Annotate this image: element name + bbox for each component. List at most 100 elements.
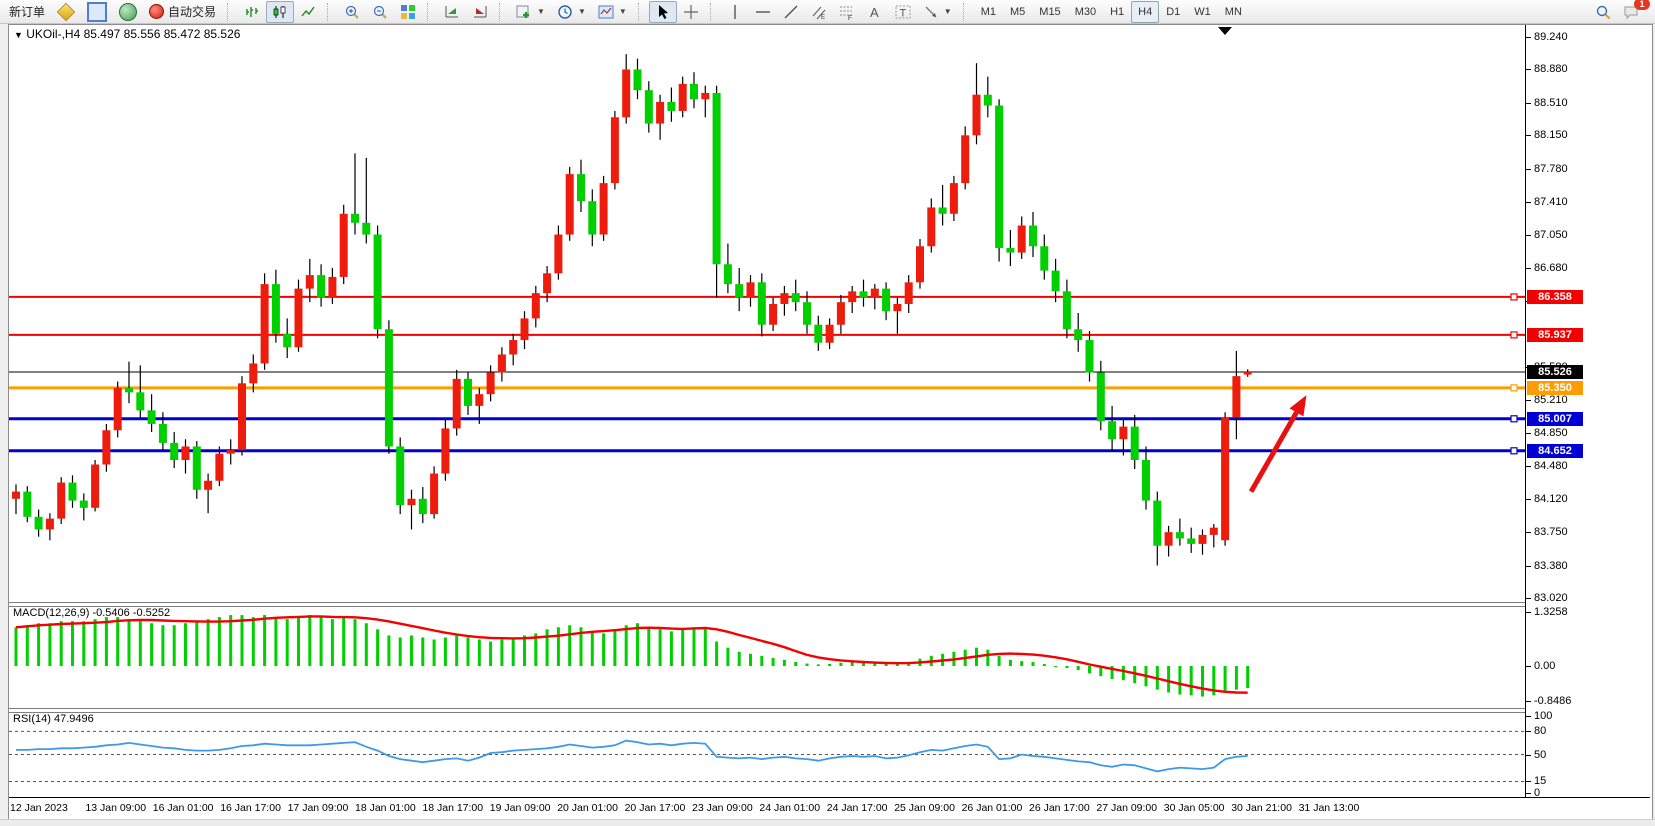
text-label-tool-button[interactable]: T <box>889 1 917 23</box>
data-window-button[interactable] <box>81 1 113 23</box>
macd-histogram-bar <box>184 623 187 666</box>
search-icon <box>1596 5 1611 19</box>
candle-body <box>136 392 145 411</box>
candle-body <box>464 378 472 406</box>
equidistant-channel-icon: E <box>812 6 826 20</box>
macd-histogram-bar <box>850 661 854 666</box>
macd-histogram-bar <box>782 659 786 666</box>
macd-histogram-bar <box>217 617 221 666</box>
macd-histogram-bar <box>895 663 899 666</box>
macd-histogram-bar <box>511 637 515 666</box>
tile-windows-icon <box>401 4 416 19</box>
timeframe-M1[interactable]: M1 <box>980 5 996 18</box>
candle-body <box>723 264 732 285</box>
macd-histogram-bar <box>1178 666 1182 695</box>
auto-scroll-button[interactable] <box>438 1 466 23</box>
time-label-19: 31 Jan 13:00 <box>1298 802 1360 814</box>
chart-shift-marker[interactable] <box>1218 27 1232 35</box>
candle-body <box>927 207 936 247</box>
fibonacci-tool-button[interactable]: F <box>833 1 861 23</box>
candlestick-mode-button[interactable] <box>266 0 295 23</box>
timeframe-H1[interactable]: H1 <box>1110 5 1125 18</box>
cursor-tool-button[interactable] <box>648 0 677 23</box>
candle-body <box>712 92 721 265</box>
crosshair-tool-button[interactable] <box>677 1 705 23</box>
panel-splitter[interactable] <box>9 708 1525 713</box>
search-button[interactable] <box>1589 1 1617 23</box>
timeframe-MN[interactable]: MN <box>1224 5 1242 18</box>
notifications-button[interactable]: 1 <box>1617 0 1650 23</box>
timeframe-H4[interactable]: H4 <box>1131 0 1160 23</box>
macd-histogram-bar <box>816 664 820 666</box>
time-label-14: 26 Jan 01:00 <box>961 802 1023 814</box>
auto-trading-button[interactable]: 自动交易 <box>143 1 222 23</box>
candle-body <box>452 378 461 429</box>
new-order-button[interactable]: 新订单 <box>3 1 51 23</box>
channel-tool-button[interactable]: E <box>805 1 833 23</box>
rsi-line <box>16 739 1248 773</box>
timeframe-M15[interactable]: M15 <box>1039 5 1061 18</box>
candle-body <box>102 430 111 465</box>
candle-body <box>238 383 246 451</box>
text-tool-button[interactable]: A <box>861 1 889 23</box>
candle-body <box>938 207 947 214</box>
timeframe-M5[interactable]: M5 <box>1010 5 1026 18</box>
candle-body <box>848 291 857 303</box>
main-price-chart[interactable] <box>9 25 1525 602</box>
horizontal-line-tool-button[interactable] <box>749 1 777 23</box>
price-axis[interactable]: 89.240 88.880 88.510 88.150 87.780 87.410 87.0… <box>1525 25 1652 799</box>
template-button[interactable]: ▼ <box>592 1 633 23</box>
bar-chart-mode-button[interactable] <box>238 1 266 23</box>
candle-body <box>1096 372 1105 422</box>
vertical-line-tool-button[interactable] <box>721 1 749 23</box>
candle-body <box>1130 426 1139 461</box>
macd-histogram-bar <box>715 641 719 666</box>
panel-splitter[interactable] <box>9 602 1525 607</box>
macd-histogram-bar <box>71 621 74 666</box>
line-chart-icon <box>301 6 315 16</box>
trendline-tool-button[interactable] <box>777 1 805 23</box>
macd-histogram-bar <box>1167 666 1171 693</box>
macd-histogram-bar <box>251 617 255 666</box>
zoom-out-button[interactable] <box>366 1 394 23</box>
navigator-button[interactable] <box>113 1 143 23</box>
chart-shift-button[interactable] <box>466 1 494 23</box>
toolbar-separator <box>962 2 969 21</box>
zoom-in-button[interactable] <box>338 1 366 23</box>
zoom-in-icon <box>345 5 359 19</box>
macd-panel[interactable] <box>9 605 1525 708</box>
arrows-tool-button[interactable]: ▼ <box>917 1 958 23</box>
market-watch-button[interactable] <box>51 1 81 23</box>
price-tick-83.020: 83.020 <box>1526 592 1568 604</box>
period-button[interactable]: ▼ <box>551 1 592 23</box>
candle-body <box>79 500 88 508</box>
candle-body <box>972 94 981 136</box>
macd-histogram-bar <box>93 619 97 666</box>
symbol-dropdown-icon[interactable]: ▼ <box>14 30 23 40</box>
candle-body <box>803 302 811 325</box>
tile-windows-button[interactable] <box>394 1 422 23</box>
macd-histogram-bar <box>828 663 832 666</box>
line-chart-mode-button[interactable] <box>294 1 322 23</box>
time-axis[interactable]: 12 Jan 2023 13 Jan 09:00 16 Jan 01:00 16 Ja… <box>9 797 1650 818</box>
price-line-handle-85.007 <box>1510 415 1518 423</box>
time-label-4: 17 Jan 09:00 <box>287 802 349 814</box>
add-indicator-button[interactable]: ▼ <box>510 1 551 23</box>
timeframe-M30[interactable]: M30 <box>1074 5 1097 18</box>
candle-body <box>373 234 382 330</box>
macd-histogram-bar <box>1121 666 1125 681</box>
macd-histogram-bar <box>364 623 368 666</box>
macd-histogram-bar <box>884 663 888 666</box>
data-window-icon <box>87 1 108 22</box>
macd-histogram-bar <box>1201 666 1204 697</box>
timeframe-W1[interactable]: W1 <box>1194 5 1211 18</box>
candle-body <box>147 410 156 424</box>
macd-histogram-bar <box>25 625 29 666</box>
macd-histogram-bar <box>771 657 775 666</box>
candle-body <box>916 246 924 283</box>
rsi-panel[interactable] <box>9 711 1525 797</box>
template-icon <box>598 5 614 18</box>
timeframe-D1[interactable]: D1 <box>1166 5 1181 18</box>
candle-body <box>1029 225 1037 247</box>
candle-body <box>170 442 179 461</box>
